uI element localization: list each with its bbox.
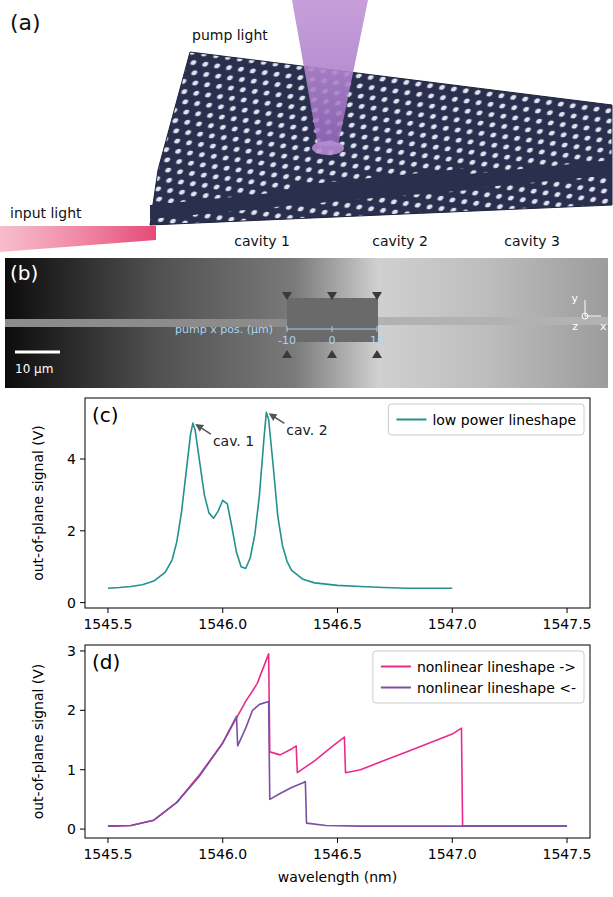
input-beam [0,226,156,252]
annotation-arrow [270,414,284,423]
axis-arrow [585,316,601,317]
x-tick-label: 1545.5 [83,616,132,632]
x-tick [337,838,338,843]
y-tick-label: 0 [67,595,76,611]
x-tick-label: 1547.0 [428,846,477,862]
pump-axis-label: pump x pos. (µm) [175,323,273,336]
x-tick-label: 1546.5 [313,846,362,862]
x-tick [337,608,338,613]
pump-label: pump light [192,27,268,43]
input-label: input light [10,205,82,221]
x-tick-label: 1545.5 [83,846,132,862]
pump-tick [287,326,288,332]
y-tick-label: 3 [67,643,76,659]
waveguide [150,160,612,219]
legend-label: nonlinear lineshape <- [417,680,576,696]
legend-label: low power lineshape [432,412,576,428]
axis-symbol-label: y [571,292,578,305]
pump-marker [372,350,382,358]
series-line [108,412,452,588]
series-line [108,701,567,826]
pump-marker [282,350,292,358]
y-tick [80,769,85,770]
x-tick-label: 1547.5 [543,846,592,862]
pump-marker [327,350,337,358]
cavity-region [290,168,470,205]
y-tick [80,602,85,603]
x-tick-label: 1546.0 [198,616,247,632]
axis-origin [582,313,588,319]
data-layer [108,412,452,588]
x-tick [107,608,108,613]
y-tick-label: 4 [67,451,76,467]
plot-frame [85,398,590,608]
plot-frame [85,645,590,838]
axis-symbol-label: x [600,320,607,333]
legend-box [373,651,584,703]
cavity-label: cavity 2 [372,233,428,249]
pump-tick [377,326,378,332]
pump-tick-label: 10 [370,334,384,347]
legend-swatch [381,687,411,689]
y-tick [80,530,85,531]
y-axis-title: out-of-plane signal (V) [30,425,46,581]
axis-arrow [585,300,586,316]
y-tick-label: 1 [67,762,76,778]
pump-tick-label: -10 [278,334,296,347]
legend-swatch [396,419,426,421]
legend: nonlinear lineshape -> nonlinear lineshap… [373,651,584,703]
pump-spot [312,141,344,155]
x-tick [567,608,568,613]
pump-marker [372,292,382,300]
y-tick [80,710,85,711]
plot-area [85,645,590,838]
panel-label: (a) [10,10,41,35]
pump-tick [332,326,333,332]
cavity-label: cavity 1 [234,233,290,249]
x-tick [222,608,223,613]
pump-tick-label: 0 [329,334,336,347]
annotation: cav. 2 [286,422,327,438]
y-tick-label: 2 [67,702,76,718]
y-axis-title: out-of-plane signal (V) [30,664,46,820]
y-tick [80,829,85,830]
x-tick [222,838,223,843]
legend-box [388,404,584,435]
y-tick-label: 2 [67,523,76,539]
panel-label: (d) [92,650,120,674]
y-tick [80,459,85,460]
x-tick-label: 1546.0 [198,846,247,862]
micrograph [5,258,608,388]
x-tick [452,838,453,843]
y-tick [80,650,85,651]
cavity-label: cavity 3 [504,233,560,249]
annotation-arrow [197,425,211,434]
x-tick [107,838,108,843]
legend: low power lineshape [388,404,584,435]
panel-label: (c) [92,403,119,427]
pump-marker [282,292,292,300]
pump-beam [292,0,368,146]
scale-bar [15,351,60,354]
x-tick [567,838,568,843]
x-tick [452,608,453,613]
axis-symbol-label: z [572,320,578,333]
x-tick-label: 1547.5 [543,616,592,632]
legend-swatch [381,666,411,668]
photonic-slab [150,52,612,225]
plot-area [85,398,590,608]
pump-marker [327,292,337,300]
x-axis-title: wavelength (nm) [278,869,397,885]
x-tick-label: 1547.0 [428,616,477,632]
annotation: cav. 1 [213,433,254,449]
scale-bar-label: 10 µm [15,362,53,376]
y-tick-label: 0 [67,821,76,837]
figure: (a) pump light input light cavity 1 cavity 2… [0,0,613,897]
panel-label: (b) [10,261,38,285]
x-tick-label: 1546.5 [313,616,362,632]
legend-label: nonlinear lineshape -> [417,659,576,675]
